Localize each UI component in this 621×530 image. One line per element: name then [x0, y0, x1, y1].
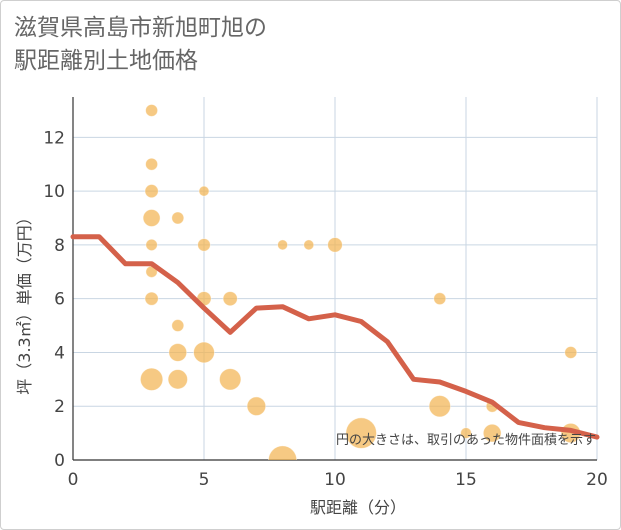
- data-point: [145, 104, 159, 117]
- y-tick-label: 0: [54, 451, 65, 471]
- y-tick-label: 6: [54, 290, 65, 310]
- y-tick-label: 12: [43, 128, 65, 148]
- grid: [72, 97, 598, 461]
- y-tick-label: 8: [54, 236, 65, 256]
- data-points: [140, 104, 581, 460]
- data-point: [303, 239, 315, 251]
- data-point: [428, 395, 451, 418]
- data-point: [345, 417, 377, 449]
- y-tick-label: 10: [43, 182, 65, 202]
- data-point: [145, 238, 158, 251]
- data-point: [460, 427, 472, 439]
- data-point: [144, 184, 159, 199]
- size-annotation: 円の大きさは、取引のあった物件面積を示す: [336, 433, 596, 448]
- tick-labels: 0 5 10 15 20 0 2 4 6 8 10 12: [43, 128, 607, 490]
- data-point: [171, 211, 185, 225]
- x-tick-label: 15: [455, 470, 477, 490]
- x-axis-title: 駅距離（分）: [310, 498, 406, 517]
- data-point: [193, 341, 215, 364]
- data-point: [171, 319, 185, 332]
- x-tick-label: 5: [199, 470, 210, 490]
- chart-title: 滋賀県高島市新旭町旭の 駅距離別土地価格: [14, 12, 267, 78]
- data-point: [564, 346, 578, 359]
- chart-title-line1: 滋賀県高島市新旭町旭の: [14, 15, 267, 41]
- y-axis-title: 坪（3.3㎡）単価（万円）: [15, 209, 34, 394]
- y-tick-label: 4: [54, 343, 65, 363]
- data-point: [198, 185, 210, 197]
- data-point: [145, 157, 159, 171]
- data-point: [277, 239, 289, 251]
- data-point: [327, 237, 343, 253]
- data-point: [144, 291, 159, 306]
- data-point: [246, 396, 267, 416]
- data-point: [197, 238, 211, 252]
- data-point: [219, 368, 242, 391]
- data-point: [168, 343, 188, 362]
- x-tick-label: 10: [324, 470, 346, 490]
- x-tick-label: 0: [68, 470, 79, 490]
- data-point: [140, 367, 164, 391]
- data-point: [482, 423, 502, 443]
- data-point: [268, 445, 298, 460]
- data-point: [433, 292, 447, 306]
- data-point: [142, 209, 161, 227]
- y-tick-label: 2: [54, 397, 65, 417]
- average-price-line: [70, 234, 600, 440]
- x-tick-label: 20: [586, 470, 608, 490]
- chart-title-line2: 駅距離別土地価格: [14, 48, 198, 74]
- data-point: [222, 291, 238, 307]
- data-point: [167, 369, 188, 390]
- series-lines: [70, 234, 600, 440]
